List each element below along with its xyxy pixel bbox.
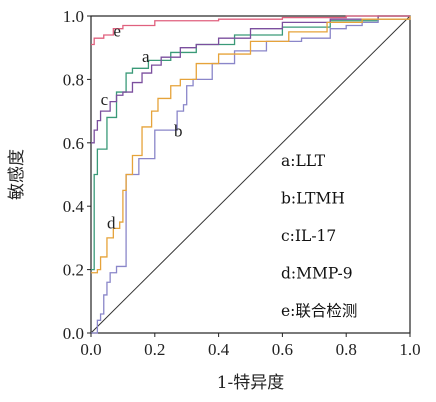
curve-labels: a b c d e: [101, 22, 183, 233]
roc-series-b: [91, 16, 411, 334]
y-tick-label: 1.0: [63, 7, 84, 26]
legend-item-c: c:IL-17: [281, 227, 336, 245]
x-tick-label: 0.8: [336, 340, 357, 359]
y-tick-label: 0.8: [63, 70, 84, 89]
x-tick-label: 0.6: [272, 340, 293, 359]
roc-series-e: [91, 15, 410, 46]
y-tick-label: 0.2: [63, 261, 84, 280]
legend: a:LLT b:LTMH c:IL-17 d:MMP-9 e:联合检测: [281, 152, 357, 320]
roc-curves: [91, 15, 411, 334]
curve-label-b: b: [174, 121, 183, 140]
curve-label-a: a: [142, 47, 150, 66]
curve-label-e: e: [113, 22, 121, 41]
roc-series-d: [91, 16, 411, 274]
legend-item-b: b:LTMH: [281, 190, 345, 208]
x-tick-label: 0.4: [208, 340, 230, 359]
legend-item-e: e:联合检测: [281, 302, 357, 320]
plot-area: a b c d e: [90, 15, 411, 334]
plot-frame: [90, 15, 411, 334]
y-tick-label: 0.4: [63, 197, 85, 216]
reference-diagonal-line: [90, 15, 411, 334]
legend-item-d: d:MMP-9: [281, 265, 353, 283]
x-tick-label: 1.0: [399, 340, 420, 359]
y-axis-label: 敏感度: [7, 149, 27, 200]
x-tick-label: 0.0: [80, 340, 101, 359]
roc-curve-b: [91, 16, 411, 334]
legend-item-a: a:LLT: [281, 152, 326, 170]
roc-series-c: [91, 15, 410, 144]
y-tick-label: 0.0: [63, 324, 84, 343]
x-tick-label: 0.2: [144, 340, 165, 359]
x-axis-label: 1-特异度: [217, 373, 285, 393]
roc-curve-a: [91, 15, 410, 271]
roc-series-a: [91, 15, 410, 271]
roc-curve-d: [91, 16, 411, 274]
y-axis: 0.0 0.2 0.4 0.6 0.8 1.0: [63, 7, 91, 343]
roc-curve-c: [91, 15, 410, 144]
roc-curve-e: [91, 15, 410, 46]
curve-label-c: c: [101, 90, 109, 109]
x-axis: 0.0 0.2 0.4 0.6 0.8 1.0: [80, 333, 421, 359]
curve-label-d: d: [107, 213, 116, 232]
y-tick-label: 0.6: [63, 134, 84, 153]
